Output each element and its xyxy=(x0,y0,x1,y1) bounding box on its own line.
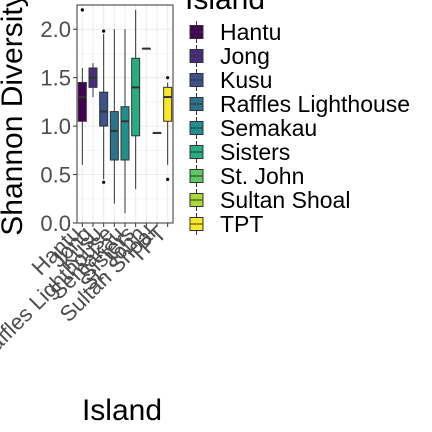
legend-item: TPT xyxy=(189,211,263,237)
box-body xyxy=(120,106,130,161)
y-tick-label: 1.5 xyxy=(40,66,71,91)
box-body xyxy=(77,82,87,122)
y-tick-label: 0.5 xyxy=(40,163,71,188)
box-semakau xyxy=(120,29,130,214)
box-hantu xyxy=(77,8,87,165)
box-plots xyxy=(77,8,173,214)
box-jong xyxy=(88,63,98,98)
box-body xyxy=(163,86,173,122)
legend-label: St. John xyxy=(220,163,304,189)
legend-item: Semakau xyxy=(189,115,317,141)
legend-item: Kusu xyxy=(189,67,272,93)
y-axis-title: Shannon Diversity xyxy=(0,0,29,236)
outlier-point xyxy=(166,177,170,181)
box-body xyxy=(109,111,119,161)
y-tick-label: 0.0 xyxy=(40,211,71,236)
box-raffles-lighthouse xyxy=(109,29,119,204)
legend-item: Hantu xyxy=(189,19,281,45)
outlier-point xyxy=(80,8,84,12)
outlier-point xyxy=(166,76,170,80)
box-tpt xyxy=(163,76,173,181)
box-body xyxy=(99,91,109,127)
box-kusu xyxy=(99,29,109,184)
legend-label: Raffles Lighthouse xyxy=(220,91,410,117)
x-axis-title: Island xyxy=(82,394,162,427)
box-body xyxy=(131,57,141,137)
legend-item: St. John xyxy=(189,163,304,189)
legend-label: Sisters xyxy=(220,139,290,165)
legend-label: Jong xyxy=(220,43,270,69)
legend-item: Raffles Lighthouse xyxy=(189,91,410,117)
y-tick-label: 1.0 xyxy=(40,114,71,139)
legend-label: Semakau xyxy=(220,115,317,141)
y-axis: 0.0 0.5 1.0 1.5 2.0 xyxy=(40,17,77,236)
box-sisters xyxy=(131,9,141,190)
legend-label: Kusu xyxy=(220,67,272,93)
legend-label: Sultan Shoal xyxy=(220,187,350,213)
legend-label: TPT xyxy=(220,211,263,237)
box-st-john xyxy=(141,47,151,50)
y-tick-label: 2.0 xyxy=(40,17,71,42)
legend-item: Sultan Shoal xyxy=(189,187,350,213)
legend-item: Sisters xyxy=(189,139,290,165)
legend-item: Jong xyxy=(189,43,270,69)
legend-label: Hantu xyxy=(220,19,281,45)
legend-title: Island xyxy=(185,0,265,16)
outlier-point xyxy=(102,29,106,33)
outlier-point xyxy=(102,180,106,184)
box-sultan-shoal xyxy=(152,131,162,134)
